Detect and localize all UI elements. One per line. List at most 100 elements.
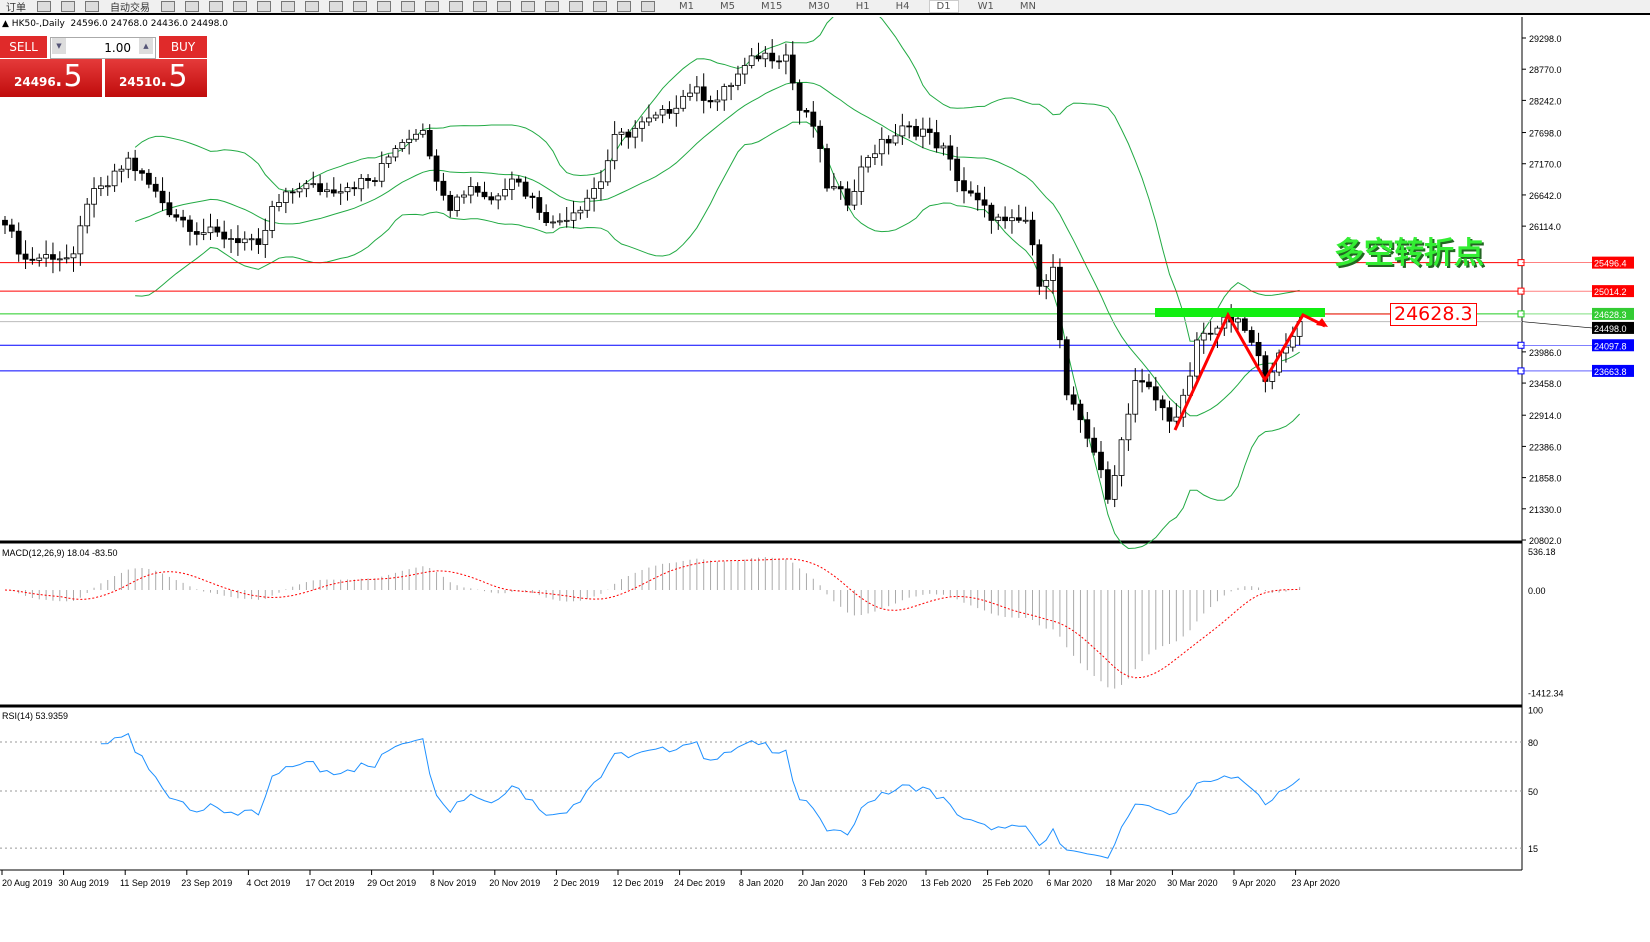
candle (378, 151, 385, 188)
candle (1063, 336, 1070, 401)
date-tick: 8 Jan 2020 (739, 878, 784, 888)
candle (139, 168, 145, 181)
candle (289, 188, 296, 204)
candle (467, 177, 474, 204)
candle (91, 177, 97, 218)
zoom-in-icon[interactable] (233, 1, 247, 12)
date-tick: 2 Dec 2019 (553, 878, 599, 888)
buy-button[interactable]: BUY (159, 36, 207, 58)
hline-icon[interactable] (497, 1, 511, 12)
bollinger-middle (134, 81, 1300, 417)
candle (680, 89, 687, 112)
candle (885, 135, 892, 155)
candle (817, 120, 824, 163)
candle (529, 192, 536, 209)
candle (666, 101, 673, 119)
candle (125, 151, 132, 179)
candle (508, 171, 515, 201)
candle (22, 240, 29, 269)
candle (371, 177, 378, 187)
timeframe-D1[interactable]: D1 (928, 0, 959, 13)
lot-increase-icon[interactable]: ▲ (139, 38, 153, 54)
candle (118, 165, 125, 183)
lot-size-input[interactable]: 1.00 (50, 37, 156, 59)
cursor-icon[interactable] (425, 1, 439, 12)
candle (611, 121, 618, 170)
candle (878, 127, 885, 166)
macd-tick: 536.18 (1528, 547, 1556, 557)
candle (536, 190, 543, 220)
scroll-icon[interactable] (305, 1, 319, 12)
candle (556, 213, 563, 226)
candle (351, 181, 358, 196)
candle (947, 135, 954, 171)
date-tick: 17 Oct 2019 (305, 878, 354, 888)
zoom-out-icon[interactable] (257, 1, 271, 12)
lot-decrease-icon[interactable]: ▼ (52, 38, 66, 54)
candle (940, 142, 947, 156)
candle (1050, 254, 1056, 295)
channel-icon[interactable] (545, 1, 559, 12)
signal-icon[interactable] (85, 1, 99, 12)
candle (152, 176, 159, 198)
timeframe-MN[interactable]: MN (1019, 1, 1036, 12)
timeframe-M15[interactable]: M15 (761, 1, 783, 12)
rsi-tick: 15 (1528, 844, 1538, 854)
date-tick: 20 Nov 2019 (489, 878, 540, 888)
bollinger-upper (134, 17, 1300, 342)
periods-icon[interactable] (377, 1, 391, 12)
trendline-icon[interactable] (521, 1, 535, 12)
hline-price-label: 25496.4 (1594, 259, 1627, 269)
candle (180, 209, 187, 228)
sell-button[interactable]: SELL (0, 36, 47, 58)
fibo-icon[interactable] (569, 1, 583, 12)
candle (56, 251, 63, 272)
templates-icon[interactable] (401, 1, 415, 12)
crosshair-icon[interactable] (449, 1, 463, 12)
timeframe-M5[interactable]: M5 (720, 1, 735, 12)
chart-canvas[interactable]: 25496.4 25014.2 24628.3 24498.0 24097.8 23663… (0, 17, 1650, 942)
toolbar-orders[interactable]: 订单 (6, 3, 26, 14)
arrows-icon[interactable] (641, 1, 655, 12)
indicators-icon[interactable] (353, 1, 367, 12)
cloud-icon[interactable] (61, 1, 75, 12)
price-tick: 23986.0 (1529, 348, 1562, 358)
candle (15, 222, 22, 262)
gold-icon[interactable] (37, 1, 51, 12)
candle (317, 174, 324, 196)
timeframe-M30[interactable]: M30 (808, 1, 830, 12)
label-icon[interactable] (617, 1, 631, 12)
key-level-bar (1155, 308, 1325, 317)
candle (365, 174, 371, 189)
timeframe-W1[interactable]: W1 (977, 1, 994, 12)
line-chart-icon[interactable] (209, 1, 223, 12)
timeframe-M1[interactable]: M1 (679, 1, 694, 12)
date-tick: 12 Dec 2019 (612, 878, 663, 888)
candle-chart-icon[interactable] (185, 1, 199, 12)
candle (625, 129, 632, 149)
candle (392, 145, 399, 162)
candle (111, 163, 118, 192)
candle (837, 181, 844, 200)
buy-price-button[interactable]: 24510.5 (105, 59, 207, 97)
autotrading-button[interactable]: 自动交易 (110, 3, 150, 14)
candle (241, 231, 248, 251)
candle (735, 65, 741, 91)
vline-icon[interactable] (473, 1, 487, 12)
macd-label: MACD(12,26,9) 18.04 -83.50 (2, 548, 118, 558)
candle (413, 129, 419, 142)
text-icon[interactable] (593, 1, 607, 12)
candle (659, 105, 666, 124)
price-label-box[interactable]: 24628.3 (1390, 303, 1477, 326)
candle (865, 154, 871, 173)
arrow-head-icon (1316, 318, 1328, 327)
timeframe-H1[interactable]: H1 (855, 1, 870, 12)
bar-chart-icon[interactable] (161, 1, 175, 12)
candle (1200, 322, 1207, 354)
tile-icon[interactable] (281, 1, 295, 12)
candle (652, 111, 659, 122)
sell-price-button[interactable]: 24496.5 (0, 59, 102, 97)
shift-icon[interactable] (329, 1, 343, 12)
timeframe-H4[interactable]: H4 (895, 1, 910, 12)
candle (1029, 211, 1036, 256)
